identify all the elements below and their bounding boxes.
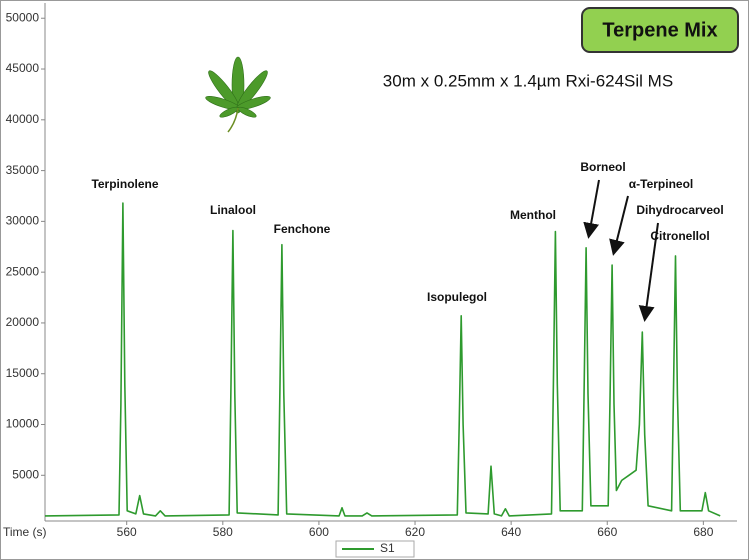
arrow (638, 222, 659, 322)
y-tick-label: 25000 (6, 264, 40, 278)
y-tick-label: 45000 (6, 61, 40, 75)
x-tick-label: 560 (117, 525, 137, 539)
legend-label: S1 (380, 541, 395, 555)
y-tick-label: 30000 (6, 214, 40, 228)
peak-label: Linalool (210, 203, 256, 217)
y-tick-label: 5000 (12, 467, 39, 481)
x-tick-label: 620 (405, 525, 425, 539)
peak-label: Fenchone (274, 222, 331, 236)
y-tick-label: 50000 (6, 10, 40, 24)
y-tick-label: 15000 (6, 366, 40, 380)
x-tick-label: 580 (213, 525, 233, 539)
peak-label: Borneol (580, 160, 625, 174)
peak-label: α-Terpineol (629, 177, 694, 191)
peak-label: Menthol (510, 208, 556, 222)
signal-line (44, 202, 721, 517)
chart-subtitle: 30m x 0.25mm x 1.4µm Rxi-624Sil MS (383, 71, 673, 90)
chart-title: Terpene Mix (602, 19, 717, 41)
arrow (583, 179, 600, 239)
y-tick-label: 10000 (6, 417, 40, 431)
title-box (581, 7, 739, 53)
legend-box (335, 540, 415, 558)
arrow (609, 195, 629, 256)
y-tick-label: 40000 (6, 112, 40, 126)
x-tick-label: 600 (309, 525, 329, 539)
peak-label: Citronellol (650, 229, 709, 243)
legend: S1 (335, 540, 415, 558)
peak-label: Dihydrocarveol (636, 203, 723, 217)
x-axis-label: Time (s) (3, 525, 47, 539)
peak-label: Terpinolene (91, 177, 158, 191)
y-tick-label: 20000 (6, 315, 40, 329)
x-tick-label: 660 (597, 525, 617, 539)
x-tick-label: 680 (693, 525, 713, 539)
peak-label: Isopulegol (427, 290, 487, 304)
leaf-icon (205, 56, 271, 133)
y-tick-label: 35000 (6, 163, 40, 177)
x-tick-label: 640 (501, 525, 521, 539)
